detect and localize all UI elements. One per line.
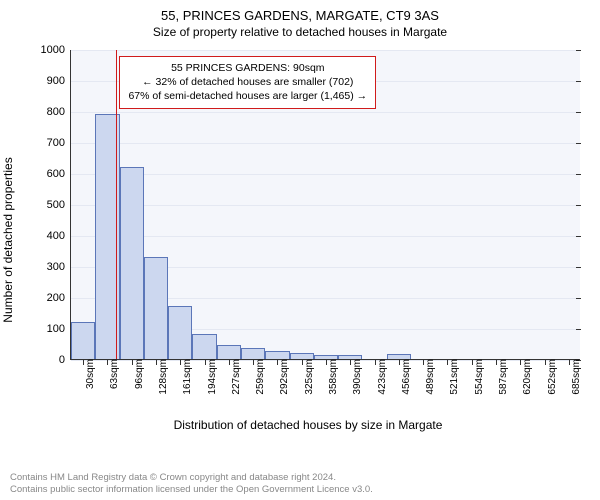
y-tick-label: 900 (47, 75, 71, 87)
x-tick-mark (83, 360, 84, 365)
x-tick-mark (302, 360, 303, 365)
y-tick-mark (576, 236, 581, 237)
x-tick-mark (132, 360, 133, 365)
x-tick-mark (229, 360, 230, 365)
x-tick-mark (520, 360, 521, 365)
x-tick-mark (350, 360, 351, 365)
x-axis-label: Distribution of detached houses by size … (30, 418, 586, 432)
histogram-bar (71, 322, 95, 359)
x-tick-mark (545, 360, 546, 365)
y-tick-mark (576, 298, 581, 299)
gridline (71, 174, 580, 175)
histogram-bar (168, 306, 192, 359)
y-axis-label: Number of detached properties (1, 157, 15, 322)
histogram-bar (120, 167, 144, 359)
y-tick-label: 500 (47, 199, 71, 211)
x-tick-mark (423, 360, 424, 365)
y-tick-label: 700 (47, 137, 71, 149)
y-tick-mark (576, 329, 581, 330)
y-tick-label: 1000 (41, 44, 71, 56)
y-tick-mark (576, 50, 581, 51)
x-tick-mark (375, 360, 376, 365)
page-subtitle: Size of property relative to detached ho… (0, 23, 600, 39)
y-tick-label: 300 (47, 261, 71, 273)
gridline (71, 205, 580, 206)
y-tick-label: 600 (47, 168, 71, 180)
x-tick-mark (156, 360, 157, 365)
x-tick-mark (447, 360, 448, 365)
histogram-bar (265, 351, 289, 359)
x-tick-mark (277, 360, 278, 365)
gridline (71, 143, 580, 144)
page-title: 55, PRINCES GARDENS, MARGATE, CT9 3AS (0, 0, 600, 23)
y-tick-label: 100 (47, 323, 71, 335)
x-tick-mark (472, 360, 473, 365)
annotation-box: 55 PRINCES GARDENS: 90sqm← 32% of detach… (119, 56, 376, 109)
y-tick-label: 200 (47, 292, 71, 304)
y-tick-mark (576, 112, 581, 113)
y-tick-mark (576, 143, 581, 144)
histogram-bar (290, 353, 314, 359)
histogram-bar (144, 257, 168, 359)
footer-line-1: Contains HM Land Registry data © Crown c… (10, 472, 373, 484)
gridline (71, 50, 580, 51)
y-tick-mark (576, 174, 581, 175)
annotation-line-1: 55 PRINCES GARDENS: 90sqm (128, 61, 367, 75)
gridline (71, 236, 580, 237)
x-tick-mark (496, 360, 497, 365)
x-tick-mark (205, 360, 206, 365)
x-tick-mark (253, 360, 254, 365)
chart-container: Number of detached properties 0100200300… (30, 50, 586, 430)
histogram-bar (314, 355, 338, 359)
y-tick-mark (576, 267, 581, 268)
histogram-bar (387, 354, 411, 359)
histogram-bar (338, 355, 362, 359)
annotation-line-3: 67% of semi-detached houses are larger (… (128, 89, 367, 103)
annotation-line-2: ← 32% of detached houses are smaller (70… (128, 75, 367, 89)
y-tick-mark (576, 205, 581, 206)
histogram-bar (241, 348, 265, 359)
x-tick-mark (569, 360, 570, 365)
footer-line-2: Contains public sector information licen… (10, 484, 373, 496)
histogram-bar (217, 345, 241, 359)
gridline (71, 112, 580, 113)
x-tick-mark (399, 360, 400, 365)
y-tick-label: 800 (47, 106, 71, 118)
plot-area: 0100200300400500600700800900100030sqm63s… (70, 50, 580, 360)
y-tick-label: 400 (47, 230, 71, 242)
property-marker-line (116, 50, 118, 359)
y-tick-label: 0 (59, 354, 71, 366)
y-tick-mark (576, 81, 581, 82)
x-tick-mark (326, 360, 327, 365)
x-tick-mark (107, 360, 108, 365)
footer-attribution: Contains HM Land Registry data © Crown c… (10, 472, 373, 496)
x-tick-mark (180, 360, 181, 365)
histogram-bar (192, 334, 216, 359)
